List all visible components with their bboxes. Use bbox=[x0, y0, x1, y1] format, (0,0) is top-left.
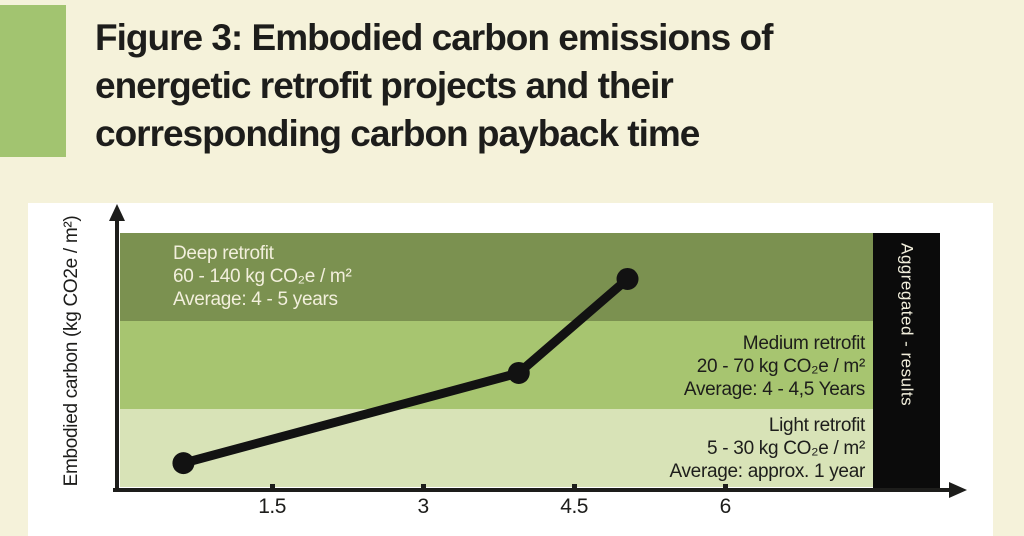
x-tick-label: 4.5 bbox=[560, 495, 588, 518]
x-tick-label: 6 bbox=[719, 495, 732, 518]
x-axis-line bbox=[113, 488, 951, 492]
band-range: 5 - 30 kg CO₂e / m² bbox=[707, 438, 865, 459]
aggregated-results-bar: Aggregated - results bbox=[873, 233, 940, 490]
x-axis-arrowhead-icon bbox=[949, 482, 967, 498]
title-accent-square bbox=[0, 5, 66, 157]
band-average: Average: approx. 1 year bbox=[669, 461, 865, 482]
band-deep-retrofit: Deep retrofit 60 - 140 kg CO₂e / m² Aver… bbox=[120, 233, 873, 321]
band-average: Average: 4 - 5 years bbox=[173, 289, 338, 310]
band-name: Medium retrofit bbox=[742, 333, 866, 354]
x-tick-label: 1.5 bbox=[258, 495, 286, 518]
payback-line bbox=[178, 274, 633, 468]
band-average: Average: 4 - 4,5 Years bbox=[683, 379, 865, 400]
figure-title: Figure 3: Embodied carbon emissions of e… bbox=[95, 14, 955, 158]
chart-panel: Embodied carbon (kg CO2e / m²) Deep retr… bbox=[28, 203, 993, 536]
band-name: Deep retrofit bbox=[173, 243, 274, 264]
x-tick-label: 3 bbox=[417, 495, 430, 518]
figure-title-line-3: corresponding carbon payback time bbox=[95, 113, 700, 154]
y-axis-line bbox=[115, 219, 119, 490]
band-range: 20 - 70 kg CO₂e / m² bbox=[696, 356, 866, 377]
aggregated-results-label: Aggregated - results bbox=[897, 243, 917, 407]
payback-line-chart bbox=[172, 267, 639, 475]
figure-title-line-1: Figure 3: Embodied carbon emissions of bbox=[95, 17, 773, 58]
y-axis-arrowhead-icon bbox=[109, 204, 125, 221]
band-range: 60 - 140 kg CO₂e / m² bbox=[173, 266, 352, 287]
band-medium-retrofit: Medium retrofit 20 - 70 kg CO₂e / m² Ave… bbox=[120, 321, 873, 409]
band-name: Light retrofit bbox=[768, 415, 865, 436]
data-point bbox=[507, 361, 530, 384]
data-point bbox=[172, 452, 195, 475]
y-axis-label: Embodied carbon (kg CO2e / m²) bbox=[61, 215, 82, 487]
data-point bbox=[616, 267, 639, 290]
figure-title-line-2: energetic retrofit projects and their bbox=[95, 65, 674, 106]
